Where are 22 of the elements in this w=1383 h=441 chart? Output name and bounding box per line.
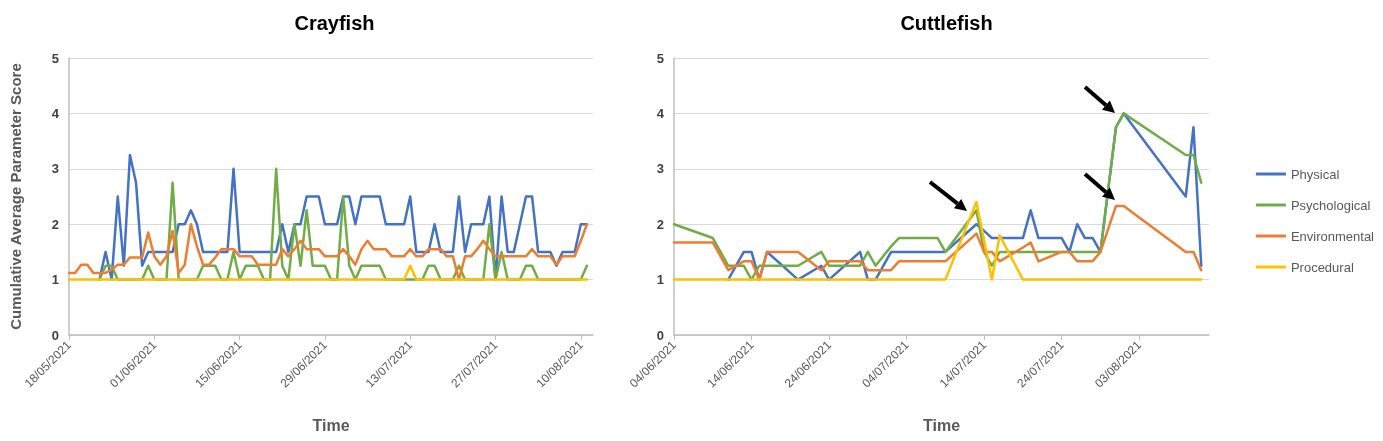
y-tick-label: 5	[656, 50, 664, 66]
legend-label: Procedural	[1290, 259, 1354, 275]
legend-label: Environmental	[1290, 228, 1375, 244]
y-tick-label: 5	[51, 50, 59, 66]
y-tick-label: 2	[51, 216, 59, 232]
chart-title: Cuttlefish	[900, 12, 993, 34]
y-tick-label: 4	[51, 105, 60, 121]
y-axis-title: Cumulative Average Parameter Score	[7, 63, 24, 330]
y-tick-label: 1	[51, 272, 59, 288]
y-tick-label: 2	[656, 216, 664, 232]
line-series	[67, 222, 589, 281]
y-tick-label: 1	[656, 272, 664, 288]
x-axis-title: Time	[312, 416, 350, 434]
legend-label: Physical	[1290, 166, 1340, 182]
y-tick-label: 0	[51, 327, 59, 343]
chart-title: Crayfish	[294, 12, 375, 34]
y-tick-label: 3	[656, 161, 664, 177]
legend-label: Psychological	[1290, 197, 1371, 213]
x-axis-title: Time	[922, 416, 961, 434]
y-tick-label: 0	[656, 327, 664, 343]
y-tick-label: 3	[51, 161, 59, 177]
y-tick-label: 4	[656, 105, 665, 121]
